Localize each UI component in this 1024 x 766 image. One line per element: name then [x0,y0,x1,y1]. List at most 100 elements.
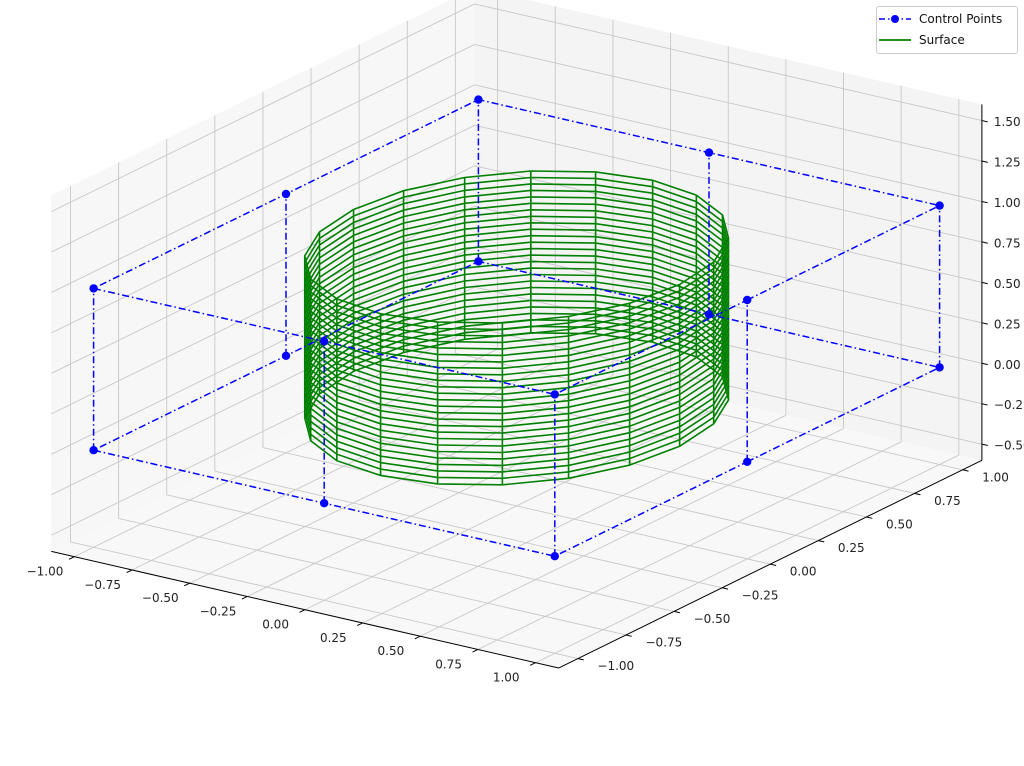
x-tick-mark [68,556,75,560]
y-tick-label: −0.50 [694,612,731,626]
control-point-marker [281,351,291,360]
x-tick-mark [472,649,479,653]
z-tick-label: 0.75 [994,236,1021,250]
y-tick-label: 0.25 [838,541,865,555]
legend-symbol-control-points [877,10,913,28]
z-tick-mark [981,241,988,244]
y-tick-mark [818,540,825,543]
z-tick-mark [981,120,988,123]
grid-line [474,43,983,162]
x-tick-label: 0.50 [378,644,405,658]
y-tick-mark [914,492,921,496]
y-tick-label: −1.00 [597,659,634,673]
x-tick-label: −0.50 [142,591,179,605]
x-tick-mark [126,569,133,574]
legend-entry-control-points: Control Points [877,10,1002,28]
control-point-marker [550,390,559,399]
y-tick-label: −0.75 [646,636,683,650]
grid-line [214,470,723,589]
y-tick-mark [625,634,632,637]
z-tick-mark [981,200,988,204]
x-tick-mark [241,596,248,600]
z-tick-mark [981,281,988,285]
grid-line [70,541,578,660]
x-tick-mark [299,609,306,613]
control-point-marker [320,337,329,346]
grid-line [474,3,983,121]
x-tick-mark [184,582,190,587]
z-tick-label: 1.50 [994,115,1021,129]
legend-label-control-points: Control Points [919,12,1003,26]
y-tick-label: 0.50 [886,518,913,532]
grid-line [474,124,983,243]
y-tick-label: 1.00 [982,470,1009,484]
grid-line [474,165,983,283]
control-points-series [89,95,944,561]
surface-wireframe [303,170,730,486]
z-tick-mark [981,322,988,325]
z-tick-label: 1.00 [994,196,1021,210]
grid-line [474,84,983,202]
control-point-marker [474,95,483,104]
control-point-marker [474,257,483,266]
x-tick-mark [529,662,536,666]
grid-line [51,84,475,293]
z-tick-mark [981,160,988,163]
z-tick-label: 0.25 [994,317,1021,331]
y-tick-mark [770,563,777,567]
grid-line [455,352,963,471]
grid-line [166,494,675,612]
grid-line [407,376,915,494]
control-point-marker [281,189,291,199]
grid-line [51,124,475,334]
x-tick-mark [414,635,421,640]
y-tick-mark [722,587,729,590]
grid-line [51,44,475,253]
grid-line [118,517,627,636]
control-point-marker [743,457,752,466]
x-tick-mark [357,622,363,627]
z-tick-label: −0.25 [994,398,1024,412]
control-point-marker [550,552,559,561]
y-tick-label: 0.00 [790,565,817,579]
y-tick-label: −0.25 [742,588,779,602]
control-point-marker [89,446,98,455]
z-tick-mark [981,403,988,406]
control-point-marker [704,310,714,319]
legend-label-surface: Surface [919,33,965,47]
x-tick-label: −1.00 [27,565,64,579]
z-tick-mark [981,443,988,446]
z-tick-label: 1.25 [994,156,1021,170]
y-tick-label: 0.75 [934,494,961,508]
grid-line [262,447,771,565]
y-tick-mark [866,516,873,519]
x-tick-label: −0.75 [84,578,121,592]
grid-line [310,423,819,542]
control-point-marker [320,499,329,508]
legend-entry-surface: Surface [877,31,965,49]
z-tick-label: 0.50 [994,277,1021,291]
surface-ring [303,170,730,324]
control-point-marker [89,284,98,293]
z-tick-label: −0.50 [994,439,1024,453]
control-point-marker [935,201,944,210]
x-tick-label: 0.25 [320,631,347,645]
control-point-marker [704,148,714,157]
grid-line [51,3,475,213]
z-tick-mark [981,362,988,366]
legend: Control Points Surface [876,6,1018,54]
grid-lines [51,0,983,664]
y-tick-mark [577,658,584,661]
y-tick-mark [962,469,969,472]
control-point-marker [743,295,752,305]
x-tick-label: −0.25 [200,604,237,618]
z-tick-label: 0.00 [994,358,1021,372]
legend-symbol-surface [877,31,913,49]
y-tick-mark [673,610,681,614]
tick-labels: −1.00 −0.75 −0.50 −0.25 0.00 0.25 0.50 0.75 1.00… [27,115,1024,685]
x-tick-label: 0.75 [435,657,462,671]
x-tick-label: 0.00 [262,618,289,632]
control-point-marker [935,363,944,372]
x-tick-label: 1.00 [493,671,520,685]
